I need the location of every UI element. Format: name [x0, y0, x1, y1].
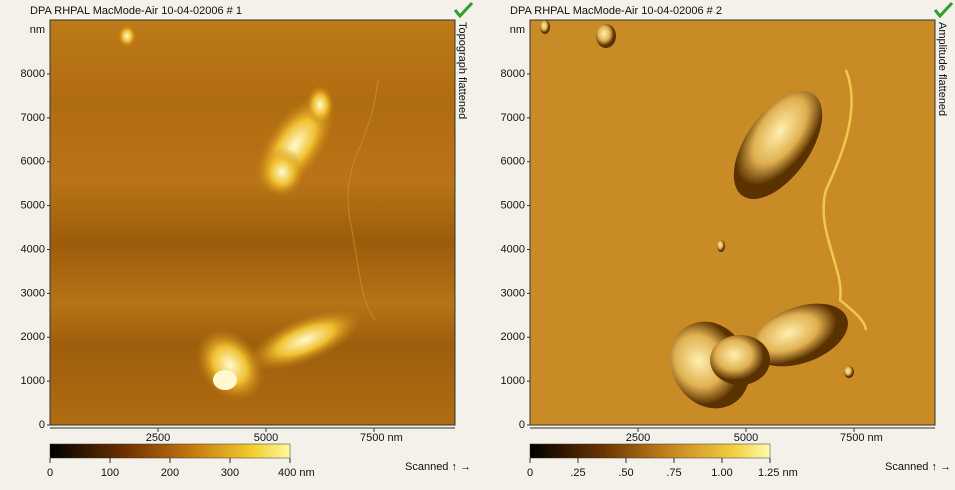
x-tick-label: 2500 — [146, 432, 170, 444]
y-tick-label: 3000 — [501, 287, 525, 299]
scan-direction: Scanned ↑ → — [405, 461, 471, 473]
y-tick-label: 1000 — [501, 375, 525, 387]
afm-viewer: DPA RHPAL MacMode-Air 10-04-02006 # 1 Top… — [0, 0, 955, 485]
colorbar-label: 0 — [527, 467, 533, 479]
y-tick-label: 4000 — [501, 243, 525, 255]
y-tick-label: 6000 — [21, 156, 45, 168]
y-tick-label: 2000 — [501, 331, 525, 343]
y-tick-label: 7000 — [21, 112, 45, 124]
y-tick-label: 3000 — [21, 287, 45, 299]
y-tick-label: 4000 — [21, 243, 45, 255]
y-tick-label: 6000 — [501, 156, 525, 168]
y-tick-label: 1000 — [21, 375, 45, 387]
colorbar-label: .25 — [570, 467, 585, 479]
colorbar-label: 1.25 nm — [758, 467, 798, 479]
side-label: Amplitude flattened — [936, 22, 948, 116]
x-tick-label: 5000 — [254, 432, 278, 444]
scan-direction: Scanned ↑ → — [885, 461, 951, 473]
panel-title: DPA RHPAL MacMode-Air 10-04-02006 # 2 — [510, 5, 722, 17]
x-tick-label: 5000 — [734, 432, 758, 444]
colorbar-label: 400 nm — [278, 467, 315, 479]
topograph-image — [50, 20, 455, 425]
y-tick-label: 8000 — [21, 68, 45, 80]
y-tick-label: 8000 — [501, 68, 525, 80]
x-tick-label: 7500 nm — [840, 432, 883, 444]
colorbar-label: 1.00 — [711, 467, 732, 479]
page: {"panels": [ {"title": "DPA RHPAL MacMod… — [0, 0, 955, 485]
amplitude-image — [530, 20, 935, 425]
y-tick-label: nm — [510, 24, 525, 36]
y-tick-label: nm — [30, 24, 45, 36]
y-tick-label: 0 — [519, 419, 525, 431]
y-tick-label: 5000 — [21, 200, 45, 212]
y-tick-label: 2000 — [21, 331, 45, 343]
colorbar-label: 200 — [161, 467, 179, 479]
colorbar-label: .50 — [618, 467, 633, 479]
colorbar-label: 0 — [47, 467, 53, 479]
y-tick-label: 0 — [39, 419, 45, 431]
y-tick-label: 5000 — [501, 200, 525, 212]
y-tick-label: 7000 — [501, 112, 525, 124]
colorbars — [50, 444, 770, 458]
x-tick-label: 7500 nm — [360, 432, 403, 444]
colorbar-label: .75 — [666, 467, 681, 479]
panel-title: DPA RHPAL MacMode-Air 10-04-02006 # 1 — [30, 5, 242, 17]
colorbar-label: 100 — [101, 467, 119, 479]
side-label: Topograph flattened — [456, 22, 468, 119]
colorbar-label: 300 — [221, 467, 239, 479]
x-tick-label: 2500 — [626, 432, 650, 444]
